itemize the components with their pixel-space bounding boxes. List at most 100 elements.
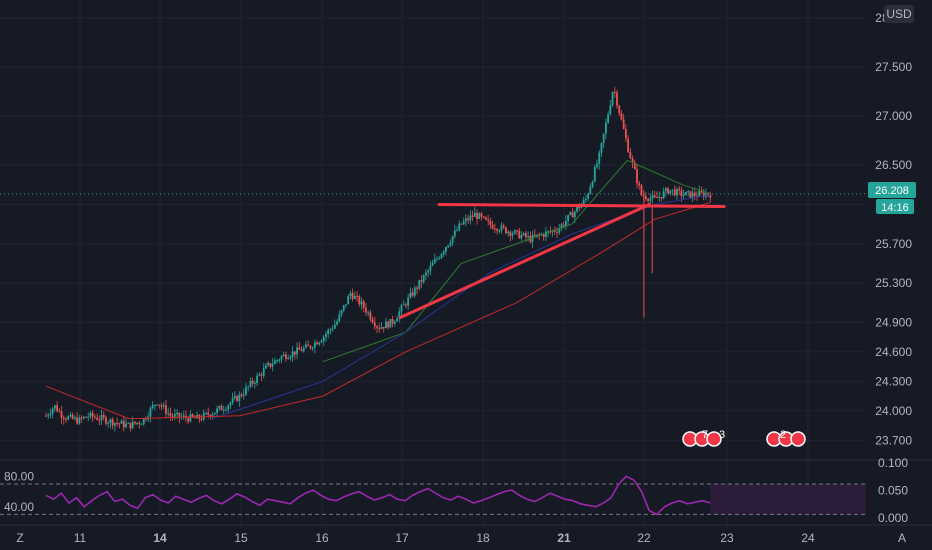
auto-scale-button[interactable]: A bbox=[898, 531, 906, 545]
event-marker-2[interactable]: 2 bbox=[766, 429, 806, 447]
candle-body bbox=[371, 319, 374, 323]
candle-body bbox=[222, 409, 225, 411]
candle-body bbox=[520, 235, 523, 239]
candle-body bbox=[302, 347, 305, 352]
candle-body bbox=[69, 414, 72, 417]
candle-body bbox=[138, 422, 141, 424]
candle-body bbox=[178, 412, 181, 418]
candle-body bbox=[109, 419, 112, 423]
candle-body bbox=[413, 287, 416, 296]
candle-body bbox=[538, 234, 541, 236]
y-tick-label: 24.300 bbox=[875, 374, 912, 388]
candle-body bbox=[182, 415, 185, 417]
candle-body bbox=[313, 342, 316, 348]
candle-body bbox=[440, 254, 443, 259]
candle-body bbox=[102, 415, 105, 418]
candle-body bbox=[118, 423, 121, 425]
candle-body bbox=[653, 195, 656, 198]
candle-body bbox=[433, 259, 436, 264]
candle-body bbox=[660, 196, 663, 199]
candle-body bbox=[322, 336, 325, 342]
candle-body bbox=[569, 212, 572, 215]
candle-body bbox=[436, 258, 438, 260]
candle-body bbox=[89, 412, 92, 417]
candle-body bbox=[300, 349, 303, 352]
candle-body bbox=[173, 414, 176, 417]
zoom-reset-button[interactable]: Z bbox=[16, 531, 23, 545]
candle-body bbox=[193, 416, 196, 419]
indicator-tick-label: 0.000 bbox=[878, 511, 908, 525]
candle-body bbox=[380, 326, 383, 329]
candle-body bbox=[616, 92, 618, 106]
candle-body bbox=[311, 347, 314, 349]
candle-body bbox=[265, 365, 267, 369]
candle-body bbox=[509, 231, 512, 236]
price-pane[interactable] bbox=[0, 86, 866, 432]
rsi-tick-label: 40.00 bbox=[4, 500, 34, 514]
candle-body bbox=[427, 270, 430, 273]
y-tick-label: 24.900 bbox=[875, 315, 912, 329]
candle-body bbox=[624, 129, 627, 139]
candle-body bbox=[282, 354, 285, 357]
resistance-horizontal-line[interactable] bbox=[437, 202, 726, 208]
candle-body bbox=[513, 230, 516, 234]
candle-body bbox=[482, 216, 485, 218]
candle-body bbox=[247, 386, 250, 388]
x-tick-label: 21 bbox=[557, 531, 571, 545]
candle-body bbox=[358, 296, 361, 305]
indicator-tick-label: 0.050 bbox=[878, 484, 908, 498]
candle-body bbox=[249, 381, 252, 387]
last-price-value: 26.208 bbox=[875, 185, 909, 197]
candle-body bbox=[76, 417, 79, 424]
candle-body bbox=[536, 234, 538, 236]
candle-body bbox=[80, 417, 83, 419]
candle-body bbox=[45, 415, 47, 417]
candle-body bbox=[338, 314, 341, 322]
candle-body bbox=[562, 224, 565, 226]
candle-body bbox=[133, 421, 136, 424]
y-tick-label: 25.300 bbox=[875, 276, 912, 290]
x-tick-label: 18 bbox=[476, 531, 490, 545]
rsi-pane[interactable] bbox=[0, 475, 866, 516]
candle-body bbox=[620, 113, 623, 120]
candle-body bbox=[385, 321, 387, 329]
candle-body bbox=[476, 212, 478, 219]
candle-body bbox=[556, 231, 558, 233]
candle-body bbox=[49, 413, 52, 416]
candle-body bbox=[305, 344, 307, 348]
candle-body bbox=[485, 217, 487, 220]
candle-body bbox=[171, 415, 174, 417]
currency-label: USD bbox=[886, 7, 912, 21]
candle-body bbox=[129, 422, 132, 429]
candle-body bbox=[149, 408, 152, 417]
candle-body bbox=[73, 417, 76, 419]
candle-body bbox=[316, 342, 318, 345]
candle-body bbox=[240, 394, 243, 396]
candle-body bbox=[85, 416, 87, 418]
candle-body bbox=[609, 105, 612, 115]
event-marker-1[interactable]: 7 3 bbox=[682, 429, 725, 447]
candle-body bbox=[200, 419, 203, 421]
support-trendline[interactable] bbox=[398, 202, 651, 319]
candle-body bbox=[567, 214, 570, 221]
x-tick-label: 15 bbox=[234, 531, 248, 545]
candle-body bbox=[667, 188, 670, 194]
candle-body bbox=[349, 293, 352, 297]
candle-body bbox=[296, 347, 298, 355]
candle-body bbox=[285, 354, 287, 360]
candle-body bbox=[460, 223, 463, 225]
candle-body bbox=[151, 405, 154, 409]
candle-body bbox=[473, 212, 476, 217]
candle-body bbox=[373, 322, 376, 327]
candle-body bbox=[680, 190, 683, 197]
x-tick-label: 11 bbox=[74, 531, 87, 545]
indicator-tick-label: 0.100 bbox=[878, 456, 908, 470]
candle-body bbox=[629, 152, 632, 159]
candle-body bbox=[613, 92, 616, 94]
y-tick-label: 24.600 bbox=[875, 345, 912, 359]
currency-button[interactable]: USD bbox=[884, 5, 914, 23]
candle-body bbox=[447, 245, 450, 248]
candle-body bbox=[600, 142, 603, 153]
candle-body bbox=[351, 293, 354, 299]
